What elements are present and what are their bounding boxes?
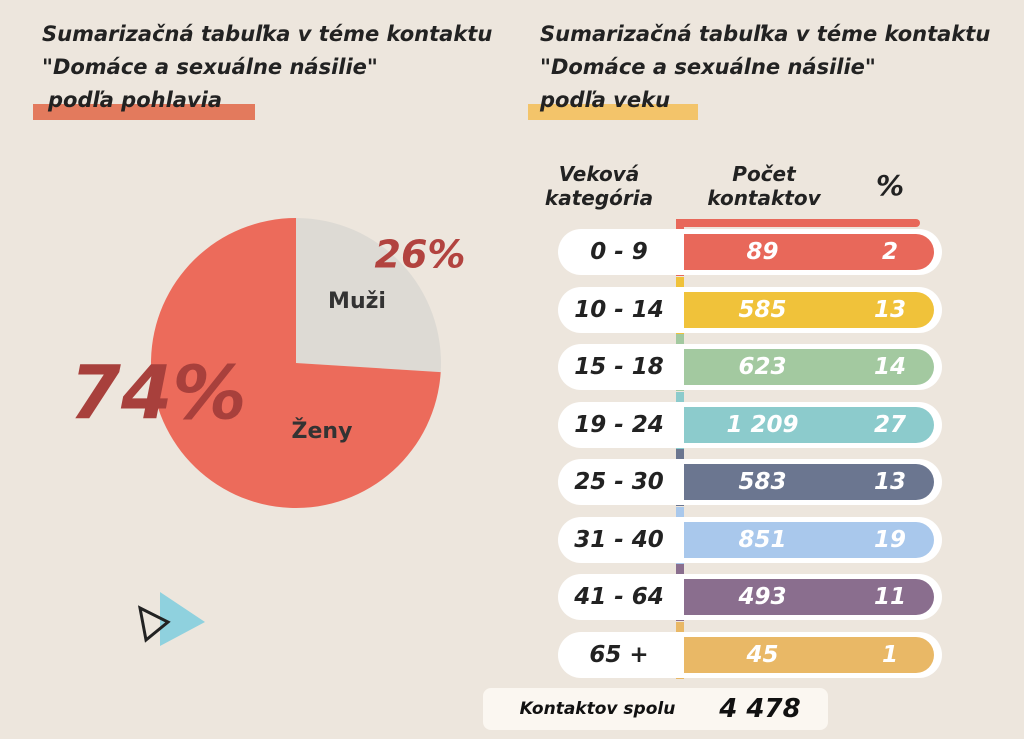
total-label: Kontaktov spolu xyxy=(519,699,676,719)
pie-title: Sumarizačná tabuľka v téme kontaktu "Dom… xyxy=(42,22,493,79)
value-label: 74% xyxy=(69,351,246,437)
row-bar xyxy=(684,406,934,443)
column-header: % xyxy=(875,169,905,202)
age-pill: 31 - 40 xyxy=(558,516,680,563)
percent: 19 xyxy=(873,526,906,553)
percent: 14 xyxy=(873,354,906,380)
count: 583 xyxy=(738,469,787,495)
count: 585 xyxy=(738,296,787,323)
percent: 2 xyxy=(881,239,898,265)
age-pill: 10 - 14 xyxy=(558,286,680,333)
pie-subtitle: podľa pohlavia xyxy=(48,88,223,112)
age-pill: 41 - 64 xyxy=(558,574,680,620)
category-label: Ženy xyxy=(292,418,353,444)
count: 89 xyxy=(746,239,779,265)
row-bar xyxy=(684,579,934,615)
age-pill: 0 - 9 xyxy=(558,229,680,275)
pie-slice xyxy=(296,218,441,373)
age-pill: 15 - 18 xyxy=(558,344,680,390)
percent: 1 xyxy=(881,641,898,668)
percent: 27 xyxy=(873,411,906,438)
table-title: Sumarizačná tabuľka v téme kontaktu "Dom… xyxy=(540,22,991,79)
age-pill: 19 - 24 xyxy=(558,401,680,448)
row-bar xyxy=(684,291,934,328)
pie-slice xyxy=(150,218,441,508)
highlight xyxy=(33,104,255,120)
table-subtitle: podľa veku xyxy=(540,88,671,112)
decor xyxy=(137,605,171,643)
total-box xyxy=(483,688,828,730)
count: 623 xyxy=(738,354,787,380)
row-bar xyxy=(684,234,934,270)
column-header: Veková kategória xyxy=(544,162,654,210)
total-value: 4 478 xyxy=(719,694,801,724)
count: 1 209 xyxy=(726,411,799,438)
category-label: Muži xyxy=(328,289,386,314)
row-bar xyxy=(684,464,934,500)
highlight xyxy=(528,104,698,120)
count: 851 xyxy=(738,526,787,553)
count: 493 xyxy=(738,584,787,610)
column-header: Počet kontaktov xyxy=(707,162,821,210)
percent: 13 xyxy=(873,296,906,323)
percent: 11 xyxy=(873,584,906,610)
age-pill: 25 - 30 xyxy=(558,459,680,505)
header-rule xyxy=(680,219,920,227)
percent: 13 xyxy=(873,469,906,495)
decor xyxy=(160,592,205,646)
row-bar xyxy=(684,636,934,673)
row-bar xyxy=(684,349,934,385)
age-pill: 65 + xyxy=(558,631,680,678)
count: 45 xyxy=(746,641,779,668)
value-label: 26% xyxy=(375,233,466,277)
row-bar xyxy=(684,521,934,558)
